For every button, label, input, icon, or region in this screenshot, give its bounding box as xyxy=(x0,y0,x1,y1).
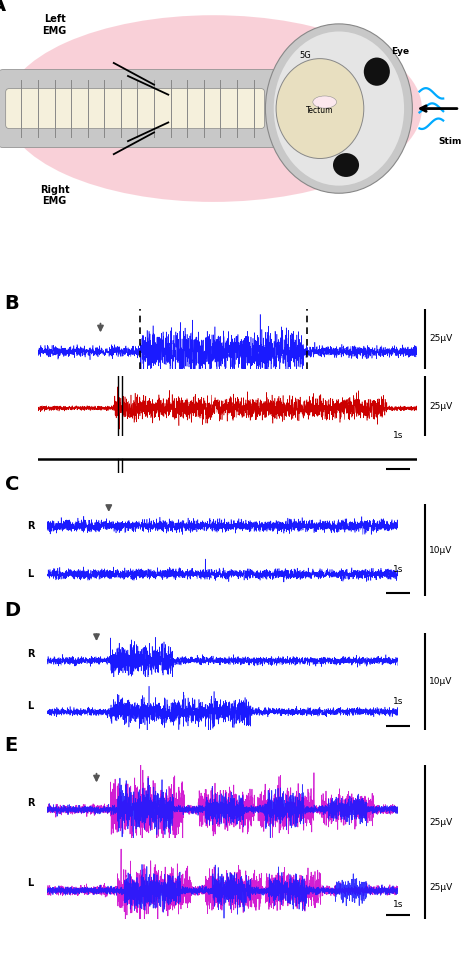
Ellipse shape xyxy=(333,153,359,177)
Text: B: B xyxy=(5,293,19,313)
Text: Eye: Eye xyxy=(392,46,410,56)
Text: 25μV: 25μV xyxy=(429,817,453,827)
Text: Stim: Stim xyxy=(438,137,462,146)
Text: R: R xyxy=(27,798,35,808)
Text: L: L xyxy=(27,878,34,888)
Text: 1s: 1s xyxy=(393,431,403,440)
Text: 25μV: 25μV xyxy=(429,401,453,411)
Text: 1s: 1s xyxy=(393,698,403,706)
Text: 25μV: 25μV xyxy=(429,334,453,344)
Ellipse shape xyxy=(276,59,364,158)
Text: C: C xyxy=(5,475,19,494)
Text: 25μV: 25μV xyxy=(429,883,453,893)
Text: 5G: 5G xyxy=(300,51,311,60)
Ellipse shape xyxy=(364,58,390,86)
Text: R: R xyxy=(27,521,35,531)
Ellipse shape xyxy=(5,15,422,202)
Text: Tectum: Tectum xyxy=(306,106,334,115)
Text: 1s: 1s xyxy=(393,565,403,574)
Text: A: A xyxy=(0,0,6,14)
Ellipse shape xyxy=(274,32,404,185)
Text: 10μV: 10μV xyxy=(429,545,453,555)
Text: L: L xyxy=(27,702,34,711)
Ellipse shape xyxy=(313,96,337,108)
Text: L: L xyxy=(27,569,34,579)
Text: Right
EMG: Right EMG xyxy=(40,184,69,207)
Text: 10μV: 10μV xyxy=(429,676,453,686)
Ellipse shape xyxy=(265,24,412,193)
Text: R: R xyxy=(27,649,35,659)
Text: D: D xyxy=(5,600,21,620)
FancyBboxPatch shape xyxy=(0,69,282,148)
FancyBboxPatch shape xyxy=(6,89,264,128)
Text: Left
EMG: Left EMG xyxy=(42,14,67,36)
Text: 1s: 1s xyxy=(393,900,403,909)
Text: E: E xyxy=(5,735,18,755)
